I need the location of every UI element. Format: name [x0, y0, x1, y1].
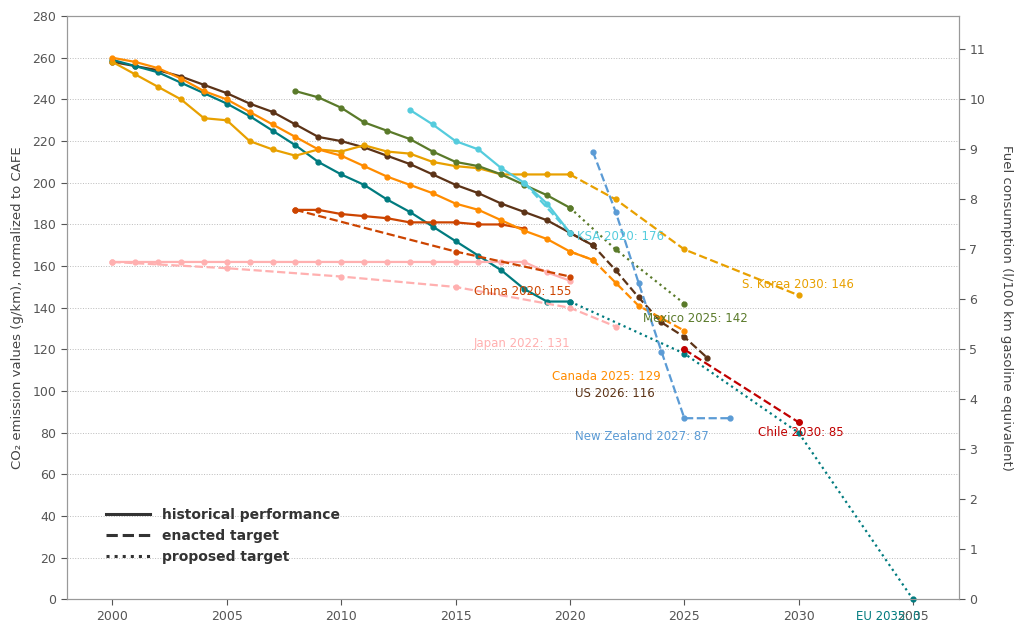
Text: Chile 2030: 85: Chile 2030: 85	[758, 426, 843, 439]
Y-axis label: Fuel consumption (l/100 km gasoline equivalent): Fuel consumption (l/100 km gasoline equi…	[999, 145, 1013, 470]
Text: EU 2035: 0: EU 2035: 0	[856, 610, 921, 623]
Text: S. Korea 2030: 146: S. Korea 2030: 146	[741, 278, 853, 292]
Legend: historical performance, enacted target, proposed target: historical performance, enacted target, …	[100, 502, 345, 569]
Text: Canada 2025: 129: Canada 2025: 129	[552, 370, 660, 383]
Y-axis label: CO₂ emission values (g/km), normalized to CAFE: CO₂ emission values (g/km), normalized t…	[11, 146, 25, 469]
Text: Mexico 2025: 142: Mexico 2025: 142	[643, 312, 748, 325]
Text: Japan 2022: 131: Japan 2022: 131	[474, 337, 570, 350]
Text: KSA 2020: 176: KSA 2020: 176	[577, 230, 664, 243]
Text: US 2026: 116: US 2026: 116	[574, 387, 654, 399]
Text: China 2020: 155: China 2020: 155	[474, 285, 571, 297]
Text: New Zealand 2027: 87: New Zealand 2027: 87	[574, 430, 709, 443]
